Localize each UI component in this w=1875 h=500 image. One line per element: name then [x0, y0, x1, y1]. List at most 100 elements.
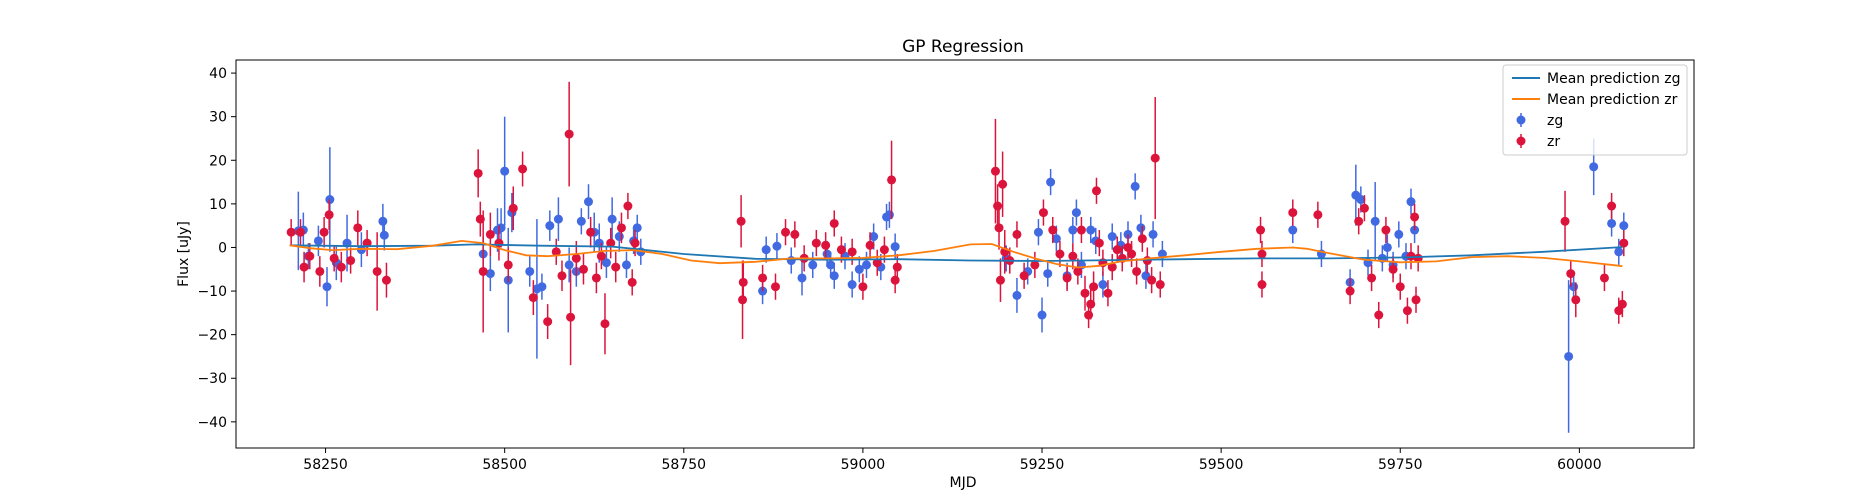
point-zr — [892, 262, 902, 272]
x-axis: 58250 58500 58750 59000 59250 59500 59750 60000 — [303, 448, 1602, 473]
point-zr — [829, 218, 839, 228]
point-zr — [503, 260, 513, 270]
point-zg — [1370, 216, 1380, 226]
point-zr — [1107, 262, 1117, 272]
point-zr — [295, 227, 305, 237]
point-zg — [786, 256, 796, 266]
point-zr — [1381, 225, 1391, 235]
point-zr — [994, 223, 1004, 233]
point-zr — [557, 271, 567, 281]
y-tick-label: −10 — [197, 284, 227, 300]
point-zg — [1148, 229, 1158, 239]
point-zr — [596, 251, 606, 261]
y-axis-title: Flux [uJy] — [176, 221, 192, 287]
point-zr — [606, 238, 616, 248]
point-zr — [1388, 264, 1398, 274]
point-zg — [1589, 162, 1599, 172]
point-zr — [738, 277, 748, 287]
point-zr — [508, 203, 518, 213]
point-zr — [736, 216, 746, 226]
point-zr — [623, 201, 633, 211]
point-zr — [1599, 273, 1609, 283]
point-zg — [485, 269, 495, 279]
point-zg — [847, 280, 857, 290]
point-zg — [884, 210, 894, 220]
point-zg — [1130, 181, 1140, 191]
x-tick-label: 59000 — [841, 457, 886, 473]
point-zr — [1374, 310, 1384, 320]
x-tick-label: 60000 — [1557, 457, 1602, 473]
chart-title: GP Regression — [902, 37, 1024, 57]
point-zr — [821, 240, 831, 250]
point-zg — [1382, 242, 1392, 252]
legend-box — [1502, 64, 1688, 156]
point-zr — [858, 282, 868, 292]
point-zg — [1619, 221, 1629, 231]
legend-label-zr-mean: Mean prediction zr — [1547, 92, 1678, 108]
point-zg — [1564, 351, 1574, 361]
point-zr — [998, 179, 1008, 189]
plot-layer — [286, 81, 1629, 433]
point-zr — [1155, 280, 1165, 290]
plot-frame — [235, 59, 1695, 449]
point-zr — [329, 253, 339, 263]
point-zr — [1345, 286, 1355, 296]
point-zr — [518, 164, 528, 174]
point-zr — [811, 238, 821, 248]
point-zg — [822, 249, 832, 259]
point-zr — [1395, 282, 1405, 292]
point-zg — [1086, 225, 1096, 235]
point-zr — [305, 251, 315, 261]
legend-label-zg-mean: Mean prediction zg — [1547, 71, 1681, 87]
point-zr — [1617, 299, 1627, 309]
point-zr — [1313, 210, 1323, 220]
point-zr — [1073, 266, 1083, 276]
point-zr — [1560, 216, 1570, 226]
point-zg — [1043, 269, 1053, 279]
point-zg — [313, 236, 323, 246]
point-zg — [1012, 290, 1022, 300]
point-zr — [591, 273, 601, 283]
point-zg — [378, 216, 388, 226]
point-zr — [1132, 266, 1142, 276]
x-tick-label: 59250 — [1020, 457, 1065, 473]
point-zg — [576, 216, 586, 226]
point-zr — [1127, 249, 1137, 259]
point-zr — [299, 262, 309, 272]
point-zr — [1354, 216, 1364, 226]
point-zg — [861, 260, 871, 270]
point-zr — [1566, 269, 1576, 279]
point-zg — [537, 282, 547, 292]
point-zg — [1406, 197, 1416, 207]
point-zr — [993, 201, 1003, 211]
mean-line-zg — [289, 243, 1623, 262]
point-zr — [1080, 288, 1090, 298]
point-zr — [478, 266, 488, 276]
point-zr — [485, 229, 495, 239]
point-zr — [627, 277, 637, 287]
point-zr — [611, 262, 621, 272]
point-zr — [324, 210, 334, 220]
point-zr — [1411, 295, 1421, 305]
point-zr — [1103, 288, 1113, 298]
point-zg — [564, 260, 574, 270]
point-zr — [758, 273, 768, 283]
point-zg — [525, 266, 535, 276]
point-zg — [500, 166, 510, 176]
point-zr — [1089, 282, 1099, 292]
point-zg — [1051, 234, 1061, 244]
y-axis: −40 −30 −20 −10 0 10 20 30 40 — [197, 66, 236, 431]
point-zg — [772, 241, 782, 251]
y-tick-label: −30 — [197, 371, 227, 387]
point-zr — [494, 238, 504, 248]
point-zr — [1030, 260, 1040, 270]
point-zr — [1019, 271, 1029, 281]
point-zr — [887, 175, 897, 185]
point-zg — [601, 258, 611, 268]
point-zr — [336, 262, 346, 272]
point-zg — [808, 260, 818, 270]
point-zg — [1614, 247, 1624, 257]
point-zr — [381, 275, 391, 285]
point-zr — [1094, 238, 1104, 248]
